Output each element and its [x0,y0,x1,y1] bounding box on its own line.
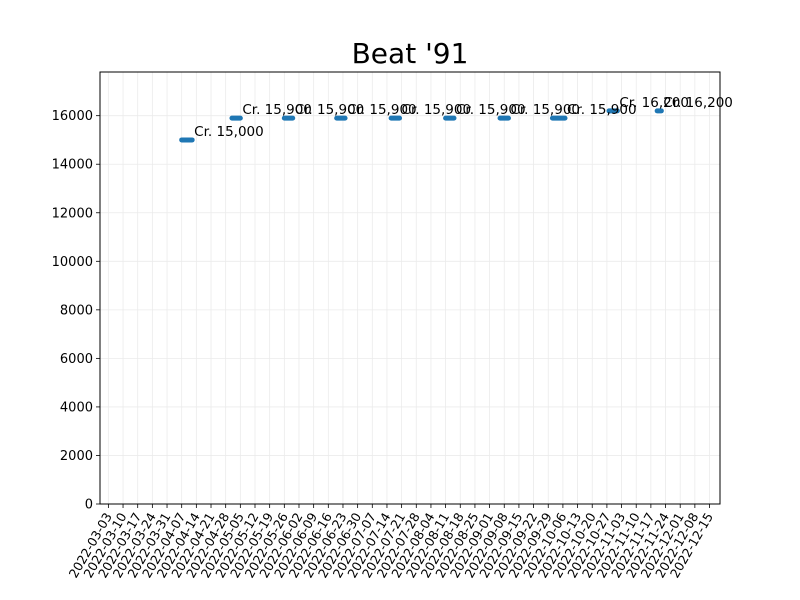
y-tick-label: 6000 [60,352,93,367]
data-label: Cr. 15,000 [194,124,264,140]
y-tick-label: 4000 [60,400,93,415]
data-label: Cr. 15,900 [510,102,580,118]
grid [100,72,720,505]
y-tick-label: 16000 [52,109,93,124]
y-tick-label: 14000 [52,158,93,173]
data-label: Cr. 15,900 [295,102,365,118]
data-label: Cr. 15,900 [402,102,472,118]
data-label: Cr. 15,900 [456,102,526,118]
x-axis: 2022-03-032022-03-102022-03-172022-03-24… [66,504,716,580]
y-tick-label: 0 [85,498,93,513]
y-tick-label: 8000 [60,303,93,318]
data-label: Cr. 15,900 [567,102,637,118]
y-tick-label: 2000 [60,449,93,464]
plot-area-frame [99,71,721,505]
data-label: Cr. 15,900 [242,102,312,118]
y-axis: 0 2000 4000 6000 8000 10000 12000 14000 16000 [52,109,100,513]
data-label: Cr. 16,200 [663,95,733,111]
series [179,108,664,143]
data-label: Cr. 16,200 [619,95,689,111]
chart-title: Beat '91 [352,37,469,70]
y-tick-label: 12000 [52,206,93,221]
data-label: Cr. 15,900 [347,102,417,118]
y-tick-label: 10000 [52,255,93,270]
